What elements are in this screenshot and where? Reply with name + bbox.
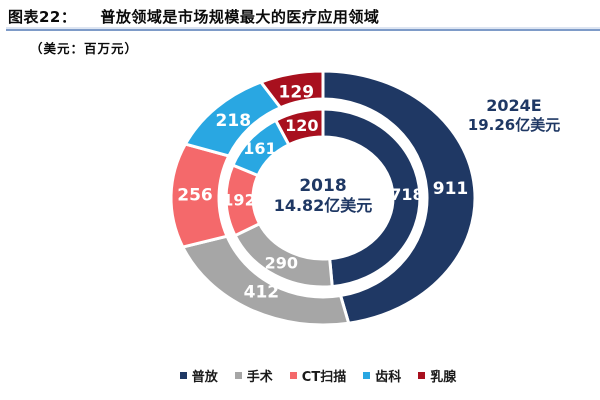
legend-label: 乳腺 xyxy=(430,370,457,385)
figure-number: 图表22： xyxy=(8,8,77,26)
legend-marker-icon xyxy=(234,372,242,379)
segment-value-2024E-手术: 412 xyxy=(244,283,280,303)
segment-2018-乳腺 xyxy=(273,107,325,147)
inner-ring-total: 14.82亿美元 xyxy=(273,195,373,215)
legend-item-0: 普放 xyxy=(179,366,218,385)
title-underline xyxy=(6,27,600,31)
figure-title: 普放领域是市场规模最大的医疗应用领域 xyxy=(100,8,380,26)
legend-marker-icon xyxy=(363,372,371,379)
legend-marker-icon xyxy=(289,372,297,379)
segment-value-2018-齿科: 161 xyxy=(243,139,276,158)
unit-note: （美元：百万元） xyxy=(30,41,139,56)
legend-marker-icon xyxy=(418,372,426,379)
outer-ring-total: 19.26亿美元 xyxy=(467,116,561,134)
legend-item-3: 齿科 xyxy=(363,366,401,385)
legend-item-1: 手术 xyxy=(234,366,273,385)
segment-value-2018-普放: 718 xyxy=(390,185,423,204)
segment-value-2024E-CT扫描: 256 xyxy=(177,186,213,206)
legend-item-2: CT扫描 xyxy=(289,366,347,385)
segment-value-2018-乳腺: 120 xyxy=(285,116,318,135)
segment-value-2024E-齿科: 218 xyxy=(216,111,252,131)
legend-label: CT扫描 xyxy=(301,370,347,385)
segment-value-2018-CT扫描: 192 xyxy=(222,191,255,210)
legend-label: 普放 xyxy=(191,370,218,385)
outer-ring-year: 2024E xyxy=(486,96,542,115)
inner-ring-year: 2018 xyxy=(299,176,347,196)
legend-item-4: 乳腺 xyxy=(418,366,456,385)
legend-marker-icon xyxy=(179,372,187,379)
segment-value-2024E-乳腺: 129 xyxy=(279,82,315,102)
segment-2018-普放 xyxy=(321,107,422,289)
segment-2024E-乳腺 xyxy=(258,69,325,110)
figure-header: 图表22： 普放领域是市场规模最大的医疗应用领域 xyxy=(8,6,594,27)
legend-label: 齿科 xyxy=(375,370,402,385)
inner-ring-total-label: 2018 14.82亿美元 xyxy=(253,176,393,215)
segment-value-2018-手术: 290 xyxy=(265,254,298,273)
segment-value-2024E-普放: 911 xyxy=(433,179,469,199)
outer-ring-total-label: 2024E 19.26亿美元 xyxy=(448,96,580,135)
legend-label: 手术 xyxy=(246,370,273,385)
segment-2024E-普放 xyxy=(321,69,477,325)
chart-legend: 普放 手术 CT扫描 齿科 乳腺 xyxy=(36,366,600,385)
